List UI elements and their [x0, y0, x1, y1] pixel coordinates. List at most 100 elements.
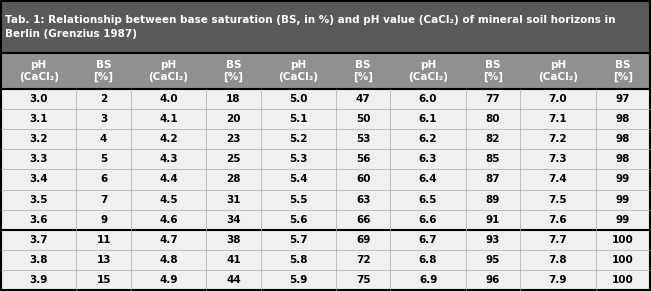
- Text: 5.6: 5.6: [289, 215, 307, 225]
- Text: BS
[%]: BS [%]: [223, 60, 243, 82]
- Text: 5.8: 5.8: [289, 255, 307, 265]
- Text: 95: 95: [486, 255, 500, 265]
- Text: 2: 2: [100, 94, 107, 104]
- Text: 7.8: 7.8: [549, 255, 567, 265]
- Text: 100: 100: [612, 275, 633, 285]
- Text: 47: 47: [356, 94, 370, 104]
- Text: 3.0: 3.0: [29, 94, 48, 104]
- Text: 9: 9: [100, 215, 107, 225]
- Text: 99: 99: [616, 195, 630, 205]
- Bar: [1, 210, 650, 230]
- Text: 7.0: 7.0: [549, 94, 567, 104]
- Text: 41: 41: [226, 255, 241, 265]
- Text: 6: 6: [100, 174, 107, 184]
- Bar: [1, 109, 650, 129]
- Text: 25: 25: [226, 154, 241, 164]
- Text: 50: 50: [356, 114, 370, 124]
- Text: 5.1: 5.1: [289, 114, 307, 124]
- Text: 69: 69: [356, 235, 370, 245]
- Text: 100: 100: [612, 255, 633, 265]
- Text: 3.7: 3.7: [29, 235, 48, 245]
- Bar: [1, 149, 650, 169]
- Text: Tab. 1: Relationship between base saturation (BS, in %) and pH value (CaCl₂) of : Tab. 1: Relationship between base satura…: [5, 15, 615, 39]
- Text: 4.0: 4.0: [159, 94, 178, 104]
- Text: 80: 80: [486, 114, 500, 124]
- Text: 4: 4: [100, 134, 107, 144]
- Text: 97: 97: [616, 94, 630, 104]
- Text: 6.8: 6.8: [419, 255, 437, 265]
- Text: 4.2: 4.2: [159, 134, 178, 144]
- Text: 5.7: 5.7: [289, 235, 308, 245]
- Text: 34: 34: [226, 215, 241, 225]
- Text: 7.2: 7.2: [549, 134, 567, 144]
- Text: 77: 77: [486, 94, 501, 104]
- Text: 7.1: 7.1: [549, 114, 567, 124]
- Text: 28: 28: [226, 174, 241, 184]
- Text: pH
(CaCl₂): pH (CaCl₂): [19, 60, 59, 82]
- Text: pH
(CaCl₂): pH (CaCl₂): [278, 60, 318, 82]
- Text: BS
[%]: BS [%]: [613, 60, 633, 82]
- Text: 5.9: 5.9: [289, 275, 307, 285]
- Text: 96: 96: [486, 275, 500, 285]
- Text: 6.0: 6.0: [419, 94, 437, 104]
- Text: 5.5: 5.5: [289, 195, 307, 205]
- Text: 13: 13: [96, 255, 111, 265]
- Text: 56: 56: [356, 154, 370, 164]
- Text: 4.8: 4.8: [159, 255, 178, 265]
- Bar: [1, 230, 650, 250]
- Text: 53: 53: [356, 134, 370, 144]
- Text: 6.5: 6.5: [419, 195, 437, 205]
- Text: 89: 89: [486, 195, 500, 205]
- Text: 7.6: 7.6: [549, 215, 567, 225]
- Text: 98: 98: [616, 134, 630, 144]
- Text: 87: 87: [486, 174, 501, 184]
- Text: 20: 20: [226, 114, 241, 124]
- Text: 4.6: 4.6: [159, 215, 178, 225]
- Text: 6.2: 6.2: [419, 134, 437, 144]
- Text: 72: 72: [356, 255, 370, 265]
- Text: 3.4: 3.4: [29, 174, 48, 184]
- Text: 5.3: 5.3: [289, 154, 307, 164]
- Text: 3: 3: [100, 114, 107, 124]
- Text: 3.2: 3.2: [29, 134, 48, 144]
- Text: 75: 75: [356, 275, 370, 285]
- Bar: [1, 129, 650, 149]
- Text: 6.4: 6.4: [419, 174, 437, 184]
- Text: 6.3: 6.3: [419, 154, 437, 164]
- Bar: [1, 89, 650, 109]
- Bar: [1, 189, 650, 210]
- Text: 7: 7: [100, 195, 107, 205]
- Text: 6.9: 6.9: [419, 275, 437, 285]
- Text: 93: 93: [486, 235, 500, 245]
- Text: 98: 98: [616, 114, 630, 124]
- Text: 63: 63: [356, 195, 370, 205]
- Text: 4.4: 4.4: [159, 174, 178, 184]
- Bar: [1, 270, 650, 290]
- Text: 3.3: 3.3: [29, 154, 48, 164]
- Text: 91: 91: [486, 215, 500, 225]
- Text: 7.4: 7.4: [549, 174, 567, 184]
- Text: 6.1: 6.1: [419, 114, 437, 124]
- Text: 98: 98: [616, 154, 630, 164]
- Bar: [1, 53, 650, 89]
- Text: 38: 38: [226, 235, 241, 245]
- Bar: [1, 1, 650, 53]
- Text: 5.0: 5.0: [289, 94, 307, 104]
- Bar: [1, 250, 650, 270]
- Text: 100: 100: [612, 235, 633, 245]
- Text: 7.3: 7.3: [549, 154, 567, 164]
- Text: 5: 5: [100, 154, 107, 164]
- Text: 6.7: 6.7: [419, 235, 437, 245]
- Text: 3.1: 3.1: [29, 114, 48, 124]
- Text: 99: 99: [616, 174, 630, 184]
- Text: 3.9: 3.9: [29, 275, 48, 285]
- Text: 85: 85: [486, 154, 500, 164]
- Text: 66: 66: [356, 215, 370, 225]
- Text: 3.5: 3.5: [29, 195, 48, 205]
- Text: 82: 82: [486, 134, 500, 144]
- Text: 3.6: 3.6: [29, 215, 48, 225]
- Text: 11: 11: [96, 235, 111, 245]
- Text: 18: 18: [226, 94, 241, 104]
- Text: pH
(CaCl₂): pH (CaCl₂): [538, 60, 578, 82]
- Text: pH
(CaCl₂): pH (CaCl₂): [148, 60, 189, 82]
